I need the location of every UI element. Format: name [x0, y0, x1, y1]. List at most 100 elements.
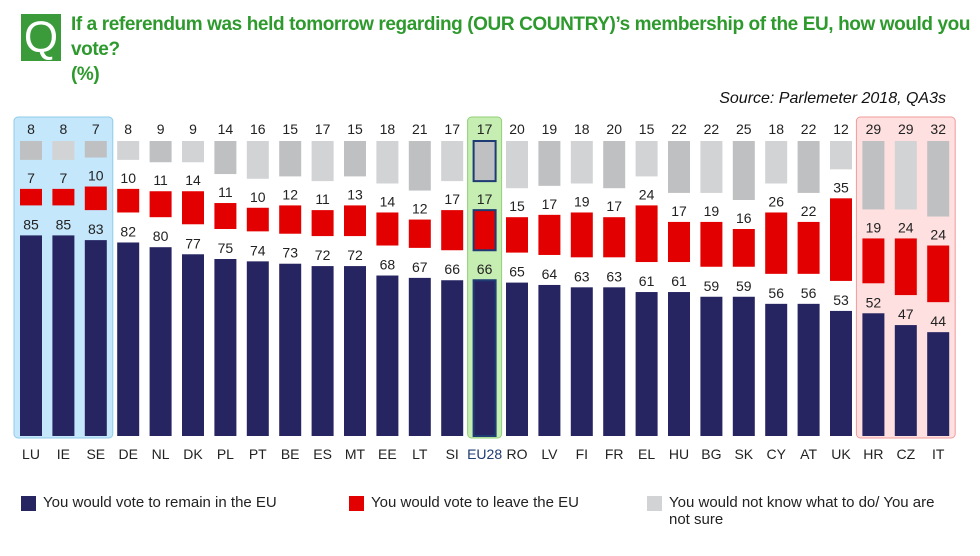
label-leave-DK: 14: [185, 172, 201, 188]
x-tick-label-UK: UK: [831, 446, 851, 462]
label-unsure-SI: 17: [444, 121, 460, 137]
bar-unsure-BG: [700, 141, 723, 193]
label-remain-UK: 53: [833, 292, 849, 308]
x-tick-label-PL: PL: [217, 446, 234, 462]
label-leave-IT: 24: [930, 227, 946, 243]
label-leave-FR: 17: [606, 198, 622, 214]
bar-unsure-UK: [830, 141, 852, 170]
label-remain-AT: 56: [801, 285, 817, 301]
question-badge: Q: [21, 14, 61, 61]
bar-remain-SI: [441, 280, 464, 436]
label-remain-DK: 77: [185, 235, 201, 251]
bar-leave-EU28: [472, 209, 497, 252]
label-leave-HR: 19: [866, 219, 882, 235]
bar-remain-AT: [797, 303, 820, 436]
legend-label-remain: You would vote to remain in the EU: [43, 494, 277, 511]
bar-unsure-HR: [862, 141, 885, 210]
bar-remain-FR: [603, 287, 626, 436]
bar-leave-AT: [797, 221, 820, 274]
label-leave-BE: 12: [282, 186, 298, 202]
bar-remain-EE: [376, 275, 399, 436]
label-unsure-UK: 12: [833, 121, 849, 137]
label-remain-LU: 85: [23, 216, 39, 232]
label-remain-EU28: 66: [477, 261, 493, 277]
legend-item-leave: You would vote to leave the EU: [349, 494, 579, 511]
legend-item-remain: You would vote to remain in the EU: [21, 494, 277, 511]
bar-remain-LV: [538, 284, 561, 436]
x-tick-label-DE: DE: [118, 446, 137, 462]
bar-unsure-DK: [182, 141, 204, 163]
bar-leave-FR: [603, 217, 626, 258]
label-unsure-DK: 9: [189, 121, 197, 137]
x-tick-label-CY: CY: [766, 446, 786, 462]
bar-leave-SE: [84, 186, 107, 211]
bar-unsure-BE: [279, 141, 302, 177]
bar-unsure-PL: [214, 141, 237, 175]
bar-leave-BG: [700, 221, 723, 267]
label-unsure-AT: 22: [801, 121, 817, 137]
label-remain-SE: 83: [88, 221, 104, 237]
label-leave-ES: 11: [315, 191, 330, 207]
x-tick-label-FI: FI: [576, 446, 588, 462]
bar-remain-HU: [668, 292, 690, 436]
label-unsure-SK: 25: [736, 121, 752, 137]
label-leave-CY: 26: [768, 193, 784, 209]
bar-unsure-CZ: [894, 141, 917, 210]
chart-title: If a referendum was held tomorrow regard…: [71, 12, 971, 87]
label-unsure-MT: 15: [347, 121, 363, 137]
bar-remain-CZ: [894, 325, 917, 436]
bars-layer: [20, 140, 950, 437]
bar-remain-CY: [765, 303, 788, 436]
bar-unsure-PT: [246, 141, 269, 179]
x-tick-label-EE: EE: [378, 446, 397, 462]
label-remain-HR: 52: [866, 294, 882, 310]
bar-leave-MT: [344, 205, 366, 237]
bar-leave-HR: [862, 238, 885, 284]
legend-swatch-leave: [349, 496, 364, 511]
label-remain-ES: 72: [315, 247, 331, 263]
bar-unsure-RO: [506, 141, 528, 189]
bar-unsure-IE: [52, 141, 75, 160]
chart-title-line2: (%): [71, 64, 100, 85]
legend-swatch-remain: [21, 496, 36, 511]
bar-remain-PL: [214, 259, 237, 436]
label-unsure-ES: 17: [315, 121, 331, 137]
bar-unsure-ES: [311, 141, 334, 182]
label-unsure-LT: 21: [412, 121, 428, 137]
x-tick-label-DK: DK: [183, 446, 203, 462]
bar-leave-CZ: [894, 238, 917, 296]
bar-leave-FI: [570, 212, 593, 258]
label-leave-PL: 11: [218, 184, 233, 200]
label-leave-FI: 19: [574, 193, 590, 209]
x-tick-label-SI: SI: [446, 446, 459, 462]
legend-swatch-unsure: [647, 496, 662, 511]
x-tick-label-RO: RO: [507, 446, 528, 462]
bar-unsure-LT: [408, 141, 431, 191]
x-tick-label-BG: BG: [701, 446, 721, 462]
label-leave-SK: 16: [736, 210, 752, 226]
label-remain-FR: 63: [606, 268, 622, 284]
label-unsure-HU: 22: [671, 121, 687, 137]
label-leave-LT: 12: [412, 201, 428, 217]
bar-leave-BE: [279, 205, 302, 234]
label-remain-SK: 59: [736, 278, 752, 294]
bar-unsure-HU: [668, 141, 690, 193]
label-leave-IE: 7: [60, 170, 68, 186]
label-leave-UK: 35: [833, 179, 849, 195]
bar-remain-SK: [732, 296, 755, 436]
label-unsure-RO: 20: [509, 121, 525, 137]
x-tick-label-LU: LU: [22, 446, 40, 462]
label-remain-MT: 72: [347, 247, 363, 263]
label-remain-EE: 68: [380, 257, 396, 273]
x-tick-label-EL: EL: [638, 446, 655, 462]
label-remain-LV: 64: [542, 266, 558, 282]
bar-unsure-NL: [149, 141, 172, 163]
label-unsure-IT: 32: [930, 121, 946, 137]
label-leave-CZ: 24: [898, 219, 914, 235]
bar-remain-EL: [635, 292, 658, 436]
label-remain-NL: 80: [153, 228, 169, 244]
label-unsure-LV: 19: [542, 121, 558, 137]
label-leave-PT: 10: [250, 189, 266, 205]
label-remain-BE: 73: [282, 245, 298, 261]
bar-leave-LU: [20, 188, 42, 206]
